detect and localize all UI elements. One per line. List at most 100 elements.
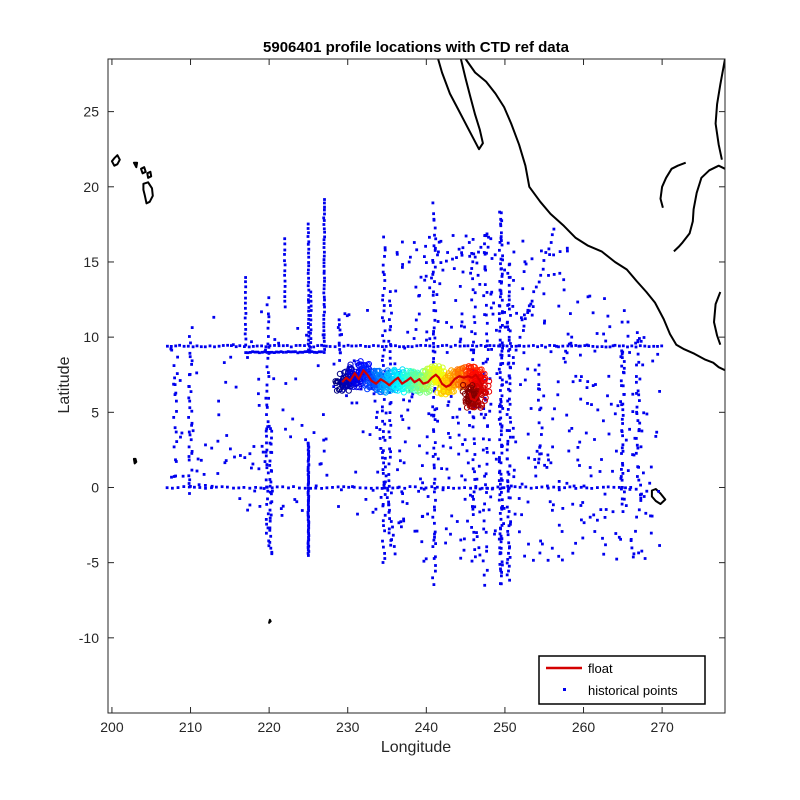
x-tick-label-220: 220 <box>257 719 281 735</box>
historical-point-242 <box>307 453 310 456</box>
historical-point-1324 <box>490 290 494 294</box>
historical-point-1212 <box>551 508 554 512</box>
historical-point-1593 <box>257 404 261 407</box>
historical-point-261 <box>307 487 311 490</box>
historical-point-810 <box>499 472 503 476</box>
historical-point-230 <box>606 485 610 489</box>
historical-point-652 <box>433 387 437 390</box>
historical-point-1456 <box>656 352 660 356</box>
historical-point-626 <box>433 226 437 230</box>
historical-point-1652 <box>216 472 220 475</box>
historical-point-1498 <box>524 262 528 266</box>
historical-point-803 <box>500 451 504 455</box>
historical-point-135 <box>289 350 293 354</box>
profile-point-257 <box>382 386 389 393</box>
historical-point-1207 <box>417 312 421 316</box>
historical-point-1673 <box>352 359 356 363</box>
historical-point-1394 <box>604 543 607 547</box>
historical-point-1023 <box>537 383 541 386</box>
historical-point-1186 <box>613 412 617 416</box>
historical-point-435 <box>266 526 270 530</box>
historical-point-125 <box>265 351 269 354</box>
historical-point-1625 <box>356 512 359 516</box>
historical-point-1363 <box>576 446 580 449</box>
historical-point-1385 <box>482 251 486 254</box>
historical-point-228 <box>596 486 599 489</box>
historical-point-1264 <box>461 443 464 446</box>
historical-point-1565 <box>620 349 624 353</box>
historical-point-1398 <box>473 332 477 336</box>
historical-point-148 <box>320 350 323 354</box>
historical-point-1383 <box>602 419 605 423</box>
historical-point-729 <box>470 559 474 563</box>
historical-point-472 <box>190 359 194 363</box>
historical-point-562 <box>383 438 387 442</box>
historical-point-1320 <box>522 351 526 355</box>
historical-point-1228 <box>401 492 404 495</box>
historical-point-134 <box>286 350 290 353</box>
historical-point-1435 <box>436 320 440 323</box>
historical-point-477 <box>187 385 191 388</box>
historical-point-1519 <box>508 464 512 468</box>
historical-point-310 <box>307 298 310 302</box>
historical-point-1647 <box>351 485 354 488</box>
profile-point-749 <box>486 388 493 395</box>
historical-point-1517 <box>459 337 463 341</box>
historical-point-511 <box>174 460 178 463</box>
historical-point-498 <box>172 364 176 367</box>
historical-point-145 <box>313 350 316 354</box>
historical-point-768 <box>498 338 502 342</box>
historical-point-1656 <box>173 383 177 386</box>
historical-point-765 <box>501 324 504 327</box>
historical-point-1289 <box>432 538 436 542</box>
historical-point-81 <box>514 344 518 348</box>
historical-point-1280 <box>506 241 510 245</box>
historical-point-856 <box>509 314 512 317</box>
historical-point-1105 <box>486 245 490 249</box>
historical-point-1709 <box>239 454 242 457</box>
historical-point-138 <box>296 351 300 355</box>
historical-point-132 <box>282 350 285 354</box>
historical-point-215 <box>524 485 528 489</box>
historical-point-1178 <box>576 300 580 304</box>
historical-point-666 <box>432 466 436 470</box>
historical-point-1666 <box>264 450 268 454</box>
historical-point-683 <box>434 569 437 573</box>
historical-point-1667 <box>347 313 351 317</box>
profile-point-60 <box>341 382 348 389</box>
historical-point-273 <box>307 509 310 512</box>
historical-point-515 <box>244 280 247 284</box>
historical-point-684 <box>431 576 434 580</box>
historical-point-1416 <box>489 402 493 406</box>
historical-point-1477 <box>489 495 493 499</box>
historical-point-1219 <box>422 487 426 491</box>
historical-point-643 <box>432 330 435 333</box>
historical-point-790 <box>501 407 505 410</box>
historical-point-164 <box>242 486 246 489</box>
historical-point-110 <box>638 344 642 348</box>
historical-point-571 <box>383 493 387 496</box>
historical-point-1358 <box>629 538 633 541</box>
historical-point-1152 <box>596 408 600 412</box>
historical-point-1489 <box>557 554 561 558</box>
historical-point-1347 <box>489 237 493 241</box>
historical-point-1282 <box>475 477 479 481</box>
historical-point-1710 <box>366 309 369 312</box>
historical-point-1216 <box>446 251 449 254</box>
historical-point-506 <box>173 426 177 430</box>
historical-point-574 <box>383 513 387 517</box>
historical-point-883 <box>509 435 512 439</box>
historical-point-1071 <box>509 366 512 370</box>
historical-point-1698 <box>225 434 229 437</box>
historical-point-756 <box>499 292 503 295</box>
historical-point-603 <box>389 423 393 427</box>
historical-point-1299 <box>567 342 571 346</box>
historical-point-991 <box>622 497 626 501</box>
historical-point-413 <box>267 396 270 400</box>
historical-point-114 <box>656 345 659 348</box>
historical-point-140 <box>301 350 305 354</box>
historical-point-112 <box>647 345 651 348</box>
historical-point-1531 <box>403 440 407 444</box>
historical-point-397 <box>267 296 271 300</box>
historical-point-375 <box>322 269 326 273</box>
